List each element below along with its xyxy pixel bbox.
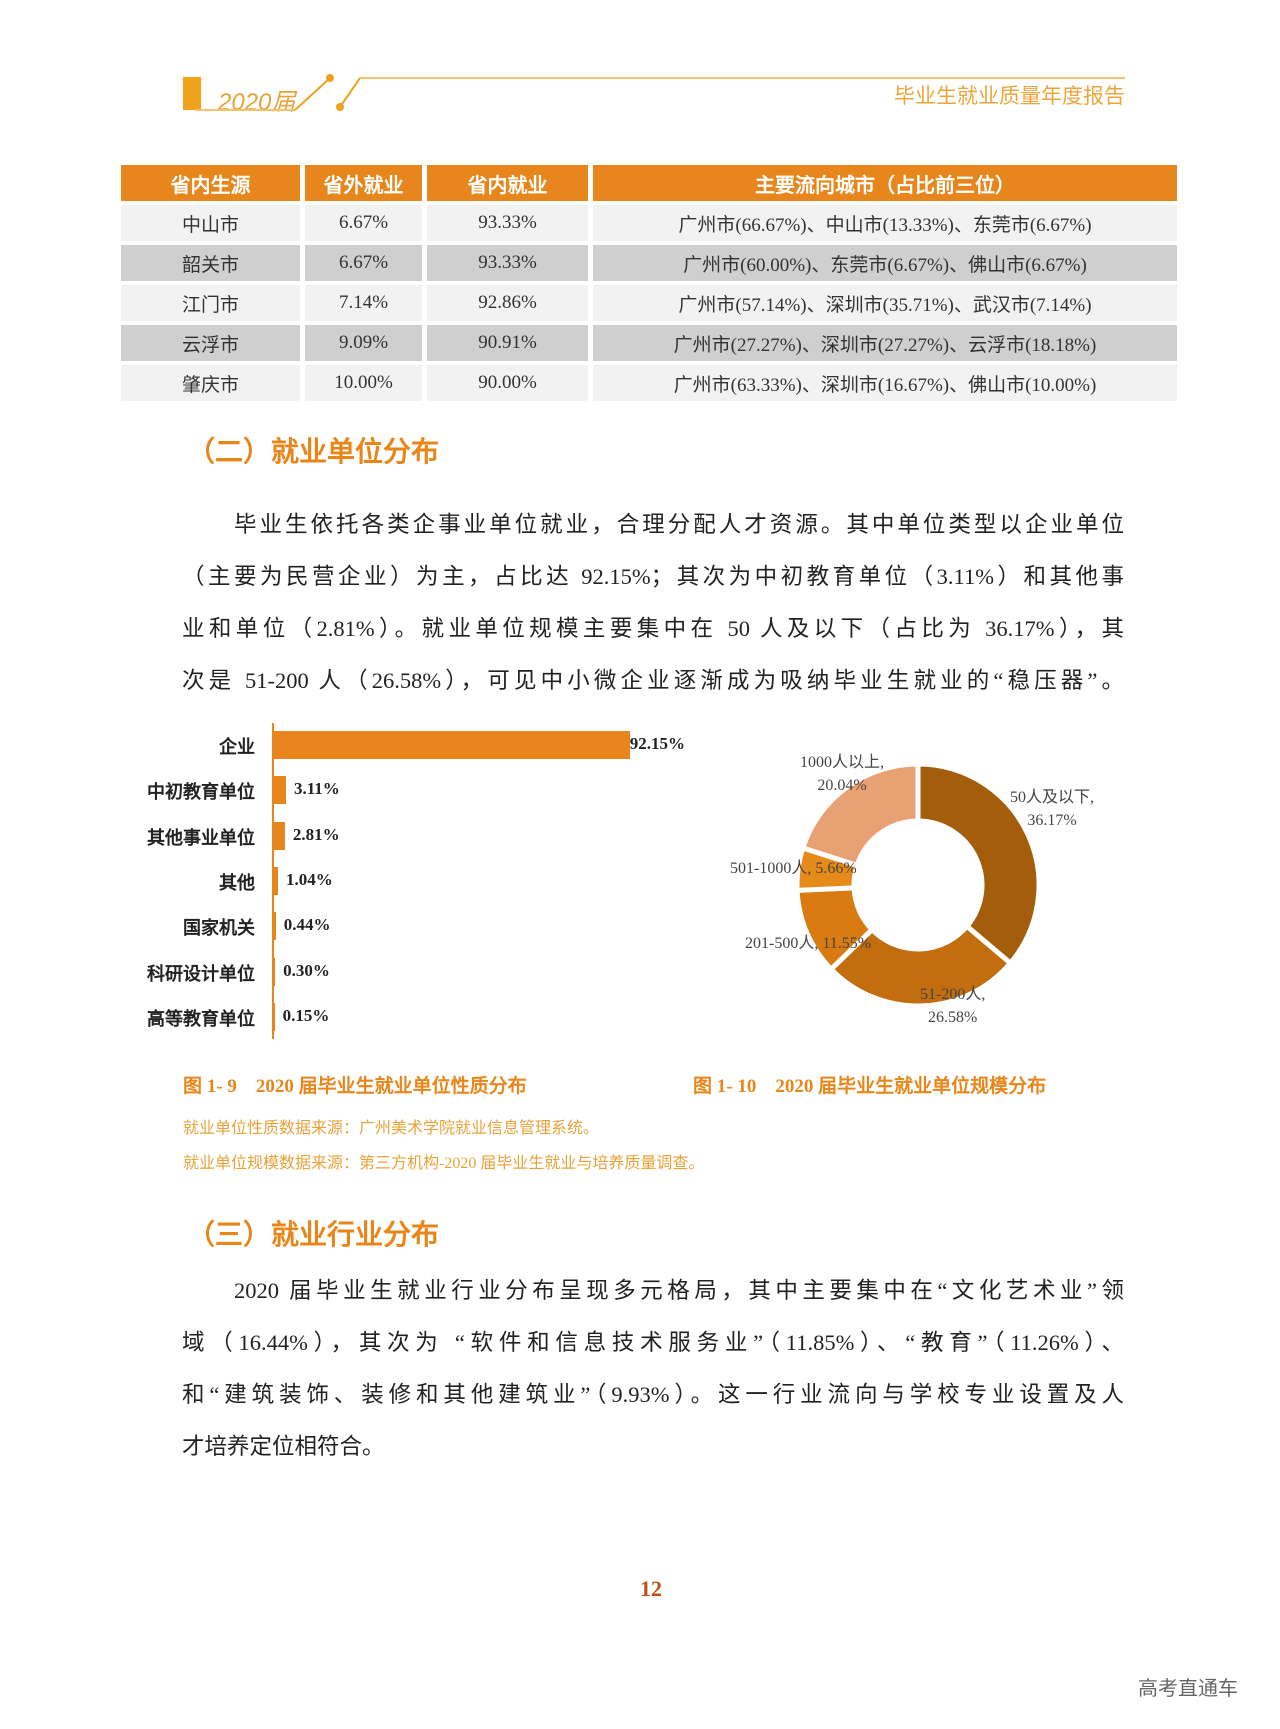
header-accent-bar — [183, 77, 201, 110]
donut-slice — [799, 761, 921, 869]
table-cell: 韶关市 — [121, 245, 300, 281]
donut-label: 51-200人, 26.58% — [920, 983, 985, 1029]
bar — [274, 912, 276, 941]
section2-paragraph: 毕业生依托各类企事业单位就业，合理分配人才资源。其中单位类型以企业单位 （主要为… — [182, 499, 1124, 707]
bar — [274, 731, 630, 759]
bar-category-label: 科研设计单位 — [147, 963, 255, 984]
bar-category-label: 其他事业单位 — [147, 827, 255, 848]
bar — [274, 866, 278, 895]
donut-slice — [827, 922, 1014, 1009]
unit-size-donut-chart — [794, 761, 1042, 1009]
donut-label-line: 50人及以下, — [1010, 789, 1095, 806]
donut-label-line: 20.04% — [817, 777, 867, 794]
bar-category-label: 高等教育单位 — [147, 1008, 255, 1029]
table-cell: 9.09% — [305, 325, 422, 361]
paragraph-line: 2020 届毕业生就业行业分布呈现多元格局，其中主要集中在“文化艺术业”领 — [234, 1278, 1124, 1303]
paragraph-line: 业和单位（2.81%）。就业单位规模主要集中在 50 人及以下（占比为 36.1… — [182, 616, 1124, 641]
data-source-note: 就业单位性质数据来源：广州美术学院就业信息管理系统。 — [183, 1120, 600, 1137]
bar-value-label: 3.11% — [294, 779, 340, 799]
section-heading-2: （二）就业单位分布 — [187, 436, 440, 467]
table-row: 韶关市 6.67% 93.33% 广州市(60.00%)、东莞市(6.67%)、佛山市… — [121, 245, 1177, 281]
header-title: 毕业生就业质量年度报告 — [894, 85, 1125, 108]
bar-category-label: 其他 — [219, 872, 255, 893]
section3-paragraph: 2020 届毕业生就业行业分布呈现多元格局，其中主要集中在“文化艺术业”领 域（… — [182, 1265, 1124, 1473]
bar — [274, 776, 286, 805]
table-cell: 6.67% — [305, 205, 422, 241]
data-source-note: 就业单位规模数据来源：第三方机构-2020 届毕业生就业与培养质量调查。 — [183, 1155, 705, 1172]
page-number: 12 — [640, 1576, 662, 1601]
table-cell: 10.00% — [305, 365, 422, 401]
col-header: 省内就业 — [427, 165, 588, 201]
bar — [274, 957, 276, 986]
table-cell: 93.33% — [427, 205, 588, 241]
paragraph-line: 和“建筑装饰、装修和其他建筑业”（9.93%）。这一行业流向与学校专业设置及人 — [182, 1382, 1124, 1407]
bar-value-label: 0.15% — [282, 1005, 330, 1025]
table-cell: 广州市(57.14%)、深圳市(35.71%)、武汉市(7.14%) — [593, 285, 1177, 321]
bar-value-label: 2.81% — [292, 824, 340, 844]
bar-value-label: 92.15% — [629, 734, 685, 753]
donut-label: 50人及以下, 36.17% — [1010, 786, 1094, 832]
table-cell: 广州市(27.27%)、深圳市(27.27%)、云浮市(18.18%) — [593, 325, 1177, 361]
table-cell: 肇庆市 — [121, 365, 300, 401]
section-heading-3: （三）就业行业分布 — [187, 1219, 440, 1250]
figure-caption-1-10: 图 1- 10 2020 届毕业生就业单位规模分布 — [693, 1076, 1047, 1097]
paragraph-line: 次是 51-200 人（26.58%），可见中小微企业逐渐成为吸纳毕业生就业的“… — [182, 668, 1124, 693]
donut-label-line: 36.17% — [1027, 812, 1077, 829]
table-cell: 6.67% — [305, 245, 422, 281]
table-cell: 江门市 — [121, 285, 300, 321]
paragraph-line: （主要为民营企业）为主，占比达 92.15%；其次为中初教育单位（3.11%）和… — [182, 564, 1124, 589]
province-employment-table: 省内生源 省外就业 省内就业 主要流向城市（占比前三位） 中山市 6.67% 93.… — [116, 161, 1182, 405]
bar-axis — [272, 723, 274, 1039]
watermark: 高考直通车 — [1138, 1678, 1238, 1700]
donut-label: 201-500人, 11.55% — [745, 932, 871, 955]
bar-category-label: 企业 — [219, 737, 255, 757]
donut-slice — [915, 761, 1042, 967]
table-cell: 云浮市 — [121, 325, 300, 361]
table-cell: 7.14% — [305, 285, 422, 321]
donut-label-line: 501-1000人, 5.66% — [730, 860, 857, 877]
table-cell: 90.91% — [427, 325, 588, 361]
table-cell: 中山市 — [121, 205, 300, 241]
paragraph-line: 毕业生依托各类企事业单位就业，合理分配人才资源。其中单位类型以企业单位 — [234, 512, 1124, 537]
bar — [274, 1002, 275, 1031]
donut-label-line: 51-200人, — [920, 986, 986, 1003]
donut-label-line: 201-500人, 11.55% — [745, 935, 872, 952]
bar-category-label: 国家机关 — [183, 918, 255, 939]
bar-value-label: 0.30% — [283, 960, 330, 980]
header-year: 2020届 — [218, 89, 296, 116]
table-row: 肇庆市 10.00% 90.00% 广州市(63.33%)、深圳市(16.67%)、佛… — [121, 365, 1177, 401]
table-cell: 广州市(66.67%)、中山市(13.33%)、东莞市(6.67%) — [593, 205, 1177, 241]
table-cell: 广州市(60.00%)、东莞市(6.67%)、佛山市(6.67%) — [593, 245, 1177, 281]
bar-value-label: 1.04% — [286, 869, 333, 889]
col-header: 省内生源 — [121, 165, 300, 201]
donut-label-line: 26.58% — [928, 1009, 978, 1026]
table-row: 云浮市 9.09% 90.91% 广州市(27.27%)、深圳市(27.27%)、云浮… — [121, 325, 1177, 361]
bar-category-label: 中初教育单位 — [147, 782, 255, 803]
bar-value-label: 0.44% — [283, 915, 331, 935]
table-cell: 广州市(63.33%)、深圳市(16.67%)、佛山市(10.00%) — [593, 365, 1177, 401]
col-header: 主要流向城市（占比前三位） — [593, 165, 1177, 201]
figure-caption-1-9: 图 1- 9 2020 届毕业生就业单位性质分布 — [183, 1076, 527, 1097]
donut-label: 501-1000人, 5.66% — [730, 857, 857, 880]
table-row: 中山市 6.67% 93.33% 广州市(66.67%)、中山市(13.33%)、东莞… — [121, 205, 1177, 241]
table-cell: 93.33% — [427, 245, 588, 281]
table-row: 江门市 7.14% 92.86% 广州市(57.14%)、深圳市(35.71%)、武汉… — [121, 285, 1177, 321]
table-cell: 92.86% — [427, 285, 588, 321]
paragraph-line: 才培养定位相符合。 — [182, 1434, 385, 1459]
donut-label: 1000人以上, 20.04% — [800, 751, 884, 797]
col-header: 省外就业 — [305, 165, 422, 201]
table-cell: 90.00% — [427, 365, 588, 401]
paragraph-line: 域（16.44%），其次为 “软件和信息技术服务业”（11.85%）、“教育”（… — [182, 1330, 1124, 1355]
donut-label-line: 1000人以上, — [800, 754, 885, 771]
bar — [274, 821, 285, 850]
header-decoration — [195, 74, 1125, 111]
